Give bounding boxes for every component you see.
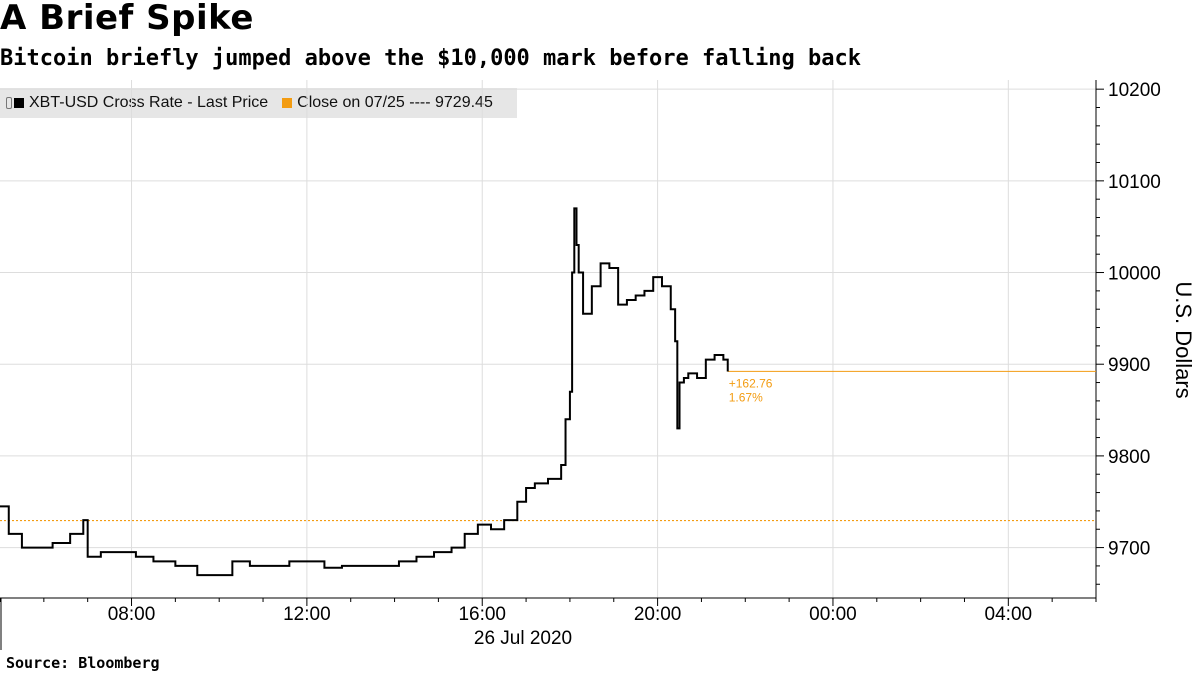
y-tick-label: 9900 <box>1108 355 1150 376</box>
legend-item-price: XBT-USD Cross Rate - Last Price <box>14 94 268 112</box>
x-axis-date-label: 26 Jul 2020 <box>474 628 572 649</box>
grid-lines <box>0 80 1096 598</box>
y-tick-label: 10000 <box>1108 264 1161 285</box>
source-note: Source: Bloomberg <box>6 654 160 672</box>
chart-subtitle: Bitcoin briefly jumped above the $10,000… <box>0 46 861 71</box>
y-tick-label: 9800 <box>1108 447 1150 468</box>
legend-swatch-price <box>14 98 24 108</box>
reference-lines <box>0 370 1096 522</box>
x-tick-label: 16:00 <box>458 604 506 625</box>
series-layer <box>0 207 729 577</box>
price-series-line <box>0 207 729 577</box>
y-axis-label: U.S. Dollars <box>1171 281 1196 398</box>
legend-label-price: XBT-USD Cross Rate - Last Price <box>29 94 269 111</box>
x-tick-label: 04:00 <box>985 604 1033 625</box>
chart-title: A Brief Spike <box>0 0 254 38</box>
x-tick-label: 08:00 <box>108 604 156 625</box>
legend-swatch-close <box>282 98 293 108</box>
change-annotation: +162.76 <box>729 376 773 390</box>
axes <box>0 80 1104 650</box>
chart-legend: XBT-USD Cross Rate - Last Price Close on… <box>0 88 517 118</box>
x-tick-label: 20:00 <box>634 604 682 625</box>
x-tick-label: 12:00 <box>283 604 331 625</box>
y-tick-label: 10200 <box>1108 80 1161 101</box>
pct-annotation: 1.67% <box>729 390 763 404</box>
y-tick-label: 9700 <box>1108 539 1150 560</box>
tick-labels: 08:00 12:00 16:00 20:00 00:00 04:00 9700 9800 99… <box>108 80 1161 625</box>
legend-label-close: Close on 07/25 ---- 9729.45 <box>297 94 493 111</box>
x-tick-label: 00:00 <box>809 604 857 625</box>
pin-icon[interactable] <box>6 97 12 109</box>
legend-item-close: Close on 07/25 ---- 9729.45 <box>282 94 493 112</box>
y-tick-label: 10100 <box>1108 172 1161 193</box>
